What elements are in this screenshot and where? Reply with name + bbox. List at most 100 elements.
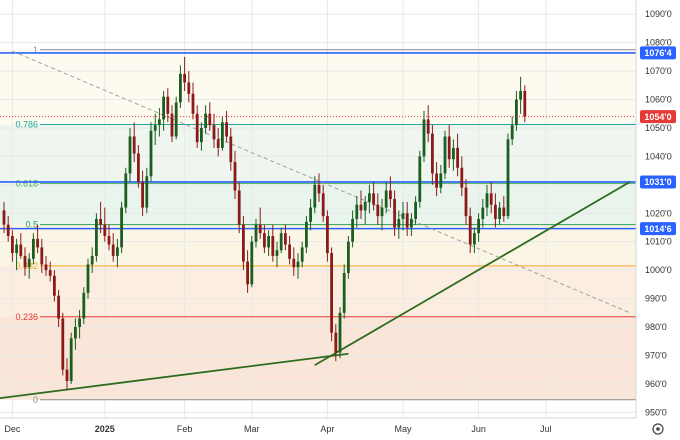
trend-line[interactable]: [0, 352, 349, 400]
candle-body: [431, 133, 434, 174]
x-tick-label: Feb: [177, 424, 193, 434]
line-value-badge-text: 1031'0: [644, 177, 671, 187]
candle-body: [288, 244, 291, 259]
candle-body: [376, 204, 380, 217]
candle-body: [15, 244, 18, 254]
candle-body: [275, 250, 279, 256]
candle-body: [229, 136, 233, 163]
y-tick-label: 1050'0: [645, 123, 672, 133]
fib-zone: [0, 124, 636, 184]
candle-body: [195, 113, 199, 143]
candle-body: [498, 207, 501, 219]
candle-body: [464, 187, 468, 217]
candle-body: [489, 193, 493, 205]
x-tick-label: Jun: [471, 424, 486, 434]
candle-body: [237, 190, 241, 225]
fib-level-label: 0.5: [25, 220, 38, 230]
candle-body: [384, 190, 388, 208]
candle-body: [162, 96, 165, 120]
candle-body: [393, 199, 396, 228]
fib-zone: [0, 49, 636, 125]
candle-body: [519, 90, 522, 100]
chart-settings-button[interactable]: [652, 423, 664, 435]
y-tick-label: 1020'0: [645, 208, 672, 218]
candle-body: [242, 224, 245, 262]
candle-body: [313, 184, 317, 208]
candle-body: [86, 264, 90, 293]
candle-body: [141, 181, 144, 208]
candle-body: [447, 136, 451, 160]
candle-body: [225, 122, 228, 137]
gear-icon: [652, 423, 664, 435]
candle-body: [380, 207, 384, 217]
candle-body: [116, 247, 119, 256]
candle-body: [284, 233, 287, 245]
candle-body: [418, 156, 422, 202]
candle-body: [405, 213, 409, 228]
fib-level-label: 0.786: [15, 120, 38, 130]
fib-level-label: 0: [33, 395, 38, 405]
candle-body: [263, 233, 266, 248]
y-axis-panel[interactable]: [636, 0, 680, 418]
candle-body: [389, 190, 392, 200]
fib-levels: 1 0.786 0.618 0.5 0.382 0.236 0: [15, 45, 636, 405]
y-tick-label: 1070'0: [645, 66, 672, 76]
candle-body: [246, 261, 249, 285]
candle-body: [321, 193, 325, 217]
fib-level-label: 1: [33, 45, 38, 55]
candle-body: [204, 113, 207, 128]
candle-body: [271, 236, 275, 256]
candle-body: [250, 241, 254, 285]
line-value-badge: [640, 175, 676, 189]
candle-body: [326, 216, 329, 254]
x-tick-label: Dec: [4, 424, 21, 434]
candle-body: [208, 113, 212, 126]
candle-body: [334, 332, 338, 353]
candle-body: [6, 224, 10, 237]
y-tick-label: 960'0: [645, 379, 667, 389]
candle-body: [485, 193, 489, 208]
candle-body: [170, 113, 174, 137]
candle-body: [494, 204, 497, 219]
x-tick-label: May: [394, 424, 412, 434]
candle-body: [401, 213, 405, 219]
x-axis-panel[interactable]: [0, 418, 680, 440]
y-tick-label: 1040'0: [645, 151, 672, 161]
y-tick-label: 1010'0: [645, 237, 672, 247]
candle-body: [473, 233, 476, 245]
candle-body: [158, 119, 161, 126]
candle-body: [372, 193, 375, 205]
candle-body: [61, 318, 65, 370]
candle-body: [137, 153, 140, 182]
candle-body: [363, 201, 367, 211]
candle-body: [149, 130, 153, 177]
fib-level-label: 0.618: [15, 178, 38, 188]
axis-badges: 1076'4 1031'0 1014'6 1054'0: [640, 46, 676, 236]
price-badge-text: 1054'0: [644, 112, 671, 122]
candle-body: [305, 221, 308, 248]
candle-body: [124, 173, 128, 208]
y-tick-label: 970'0: [645, 350, 667, 360]
candle-body: [292, 258, 296, 268]
candle-body: [57, 295, 60, 319]
line-value-badge-text: 1076'4: [644, 48, 671, 58]
candle-body: [468, 216, 472, 245]
candle-body: [111, 244, 115, 256]
candle-body: [368, 193, 371, 202]
candle-body: [502, 207, 506, 217]
candle-body: [221, 122, 224, 148]
candle-body: [330, 253, 333, 333]
x-tick-label: 2025: [95, 424, 115, 434]
candle-body: [69, 338, 73, 382]
gear-icon-hub: [656, 427, 660, 431]
candle-body: [90, 255, 94, 265]
candle-body: [216, 139, 220, 148]
candle-body: [200, 127, 203, 143]
price-badge: [640, 110, 676, 124]
candle-body: [309, 207, 312, 222]
fib-level-label: 0.236: [15, 312, 38, 322]
trend-line[interactable]: [314, 181, 631, 366]
candle-body: [82, 292, 86, 319]
candle-body: [103, 224, 107, 237]
trend-lines: [0, 50, 631, 400]
